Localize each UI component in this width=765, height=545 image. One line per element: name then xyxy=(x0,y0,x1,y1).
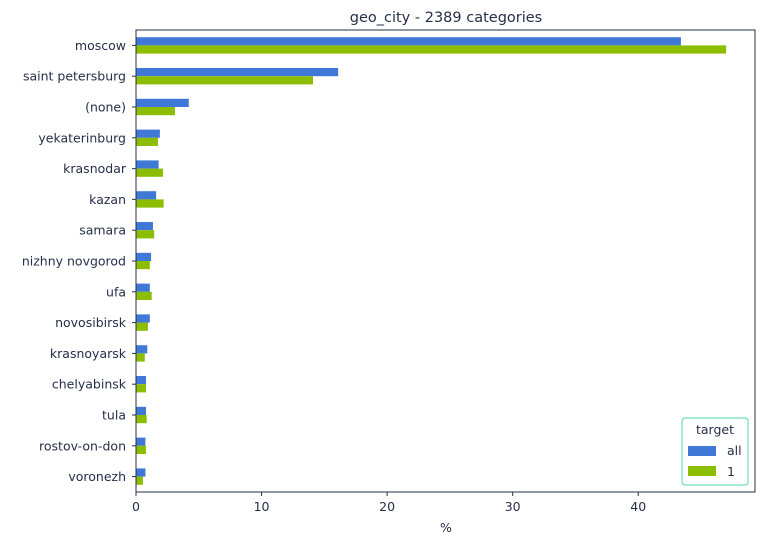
x-tick-label: 40 xyxy=(630,499,646,514)
bar-all-voronezh xyxy=(136,468,146,477)
bar-1-kazan xyxy=(136,199,164,208)
bar-1-moscow xyxy=(136,45,727,54)
bar-all-samara xyxy=(136,222,153,231)
bar-all-yekaterinburg xyxy=(136,129,160,138)
y-tick-label: nizhny novgorod xyxy=(22,254,126,269)
y-axis-ticks: moscow saint petersburg (none) yekaterinbur… xyxy=(22,38,136,484)
y-tick-label: novosibirsk xyxy=(55,315,127,330)
y-tick-label: ufa xyxy=(106,284,126,299)
bar-all-tula xyxy=(136,406,147,415)
bar-1-rostov-on-don xyxy=(136,445,147,454)
legend-label-1: 1 xyxy=(727,464,735,479)
y-tick-label: kazan xyxy=(89,192,126,207)
bar-all-saint-petersburg xyxy=(136,68,339,77)
legend-swatch-1 xyxy=(688,466,716,476)
bar-1-chelyabinsk xyxy=(136,384,147,393)
y-tick-label: voronezh xyxy=(68,469,126,484)
bar-all-kazan xyxy=(136,191,157,200)
bar-1-none xyxy=(136,107,175,116)
y-tick-label: moscow xyxy=(75,38,126,53)
bar-all-moscow xyxy=(136,37,681,46)
chart-title: geo_city - 2389 categories xyxy=(350,10,542,26)
y-tick-label: rostov-on-don xyxy=(39,438,126,453)
x-tick-label: 10 xyxy=(254,499,270,514)
bar-1-nizhny-novgorod xyxy=(136,261,150,270)
bars-group xyxy=(136,37,727,485)
bar-1-novosibirsk xyxy=(136,322,148,331)
bar-1-ufa xyxy=(136,291,152,300)
y-tick-label: krasnoyarsk xyxy=(50,346,127,361)
bar-1-voronezh xyxy=(136,476,143,485)
x-tick-label: 0 xyxy=(132,499,140,514)
y-tick-label: tula xyxy=(102,408,126,423)
bar-all-krasnoyarsk xyxy=(136,345,148,354)
bar-1-krasnodar xyxy=(136,168,163,177)
x-tick-label: 30 xyxy=(505,499,521,514)
legend-title: target xyxy=(696,422,734,437)
y-tick-label: krasnodar xyxy=(63,161,127,176)
legend: target all 1 xyxy=(681,417,749,486)
bar-1-samara xyxy=(136,230,155,239)
bar-1-yekaterinburg xyxy=(136,137,158,146)
bar-1-saint-petersburg xyxy=(136,76,314,85)
bar-all-krasnodar xyxy=(136,160,159,169)
bar-all-chelyabinsk xyxy=(136,376,147,385)
bar-all-nizhny-novgorod xyxy=(136,252,152,261)
y-tick-label: saint petersburg xyxy=(23,69,126,84)
x-axis-ticks: 0 10 20 30 40 xyxy=(132,492,646,514)
bar-1-krasnoyarsk xyxy=(136,353,145,362)
bar-all-none xyxy=(136,98,189,107)
y-tick-label: yekaterinburg xyxy=(38,130,126,145)
bar-all-rostov-on-don xyxy=(136,437,146,446)
legend-label-all: all xyxy=(727,443,742,458)
y-tick-label: (none) xyxy=(85,100,126,115)
legend-swatch-all xyxy=(688,446,716,456)
bar-all-ufa xyxy=(136,283,150,292)
plot-frame xyxy=(135,29,756,493)
x-axis-label: % xyxy=(440,520,452,535)
y-tick-label: samara xyxy=(79,223,126,238)
bar-all-novosibirsk xyxy=(136,314,150,323)
x-tick-label: 20 xyxy=(379,499,395,514)
y-tick-label: chelyabinsk xyxy=(52,377,127,392)
bar-1-tula xyxy=(136,415,147,424)
